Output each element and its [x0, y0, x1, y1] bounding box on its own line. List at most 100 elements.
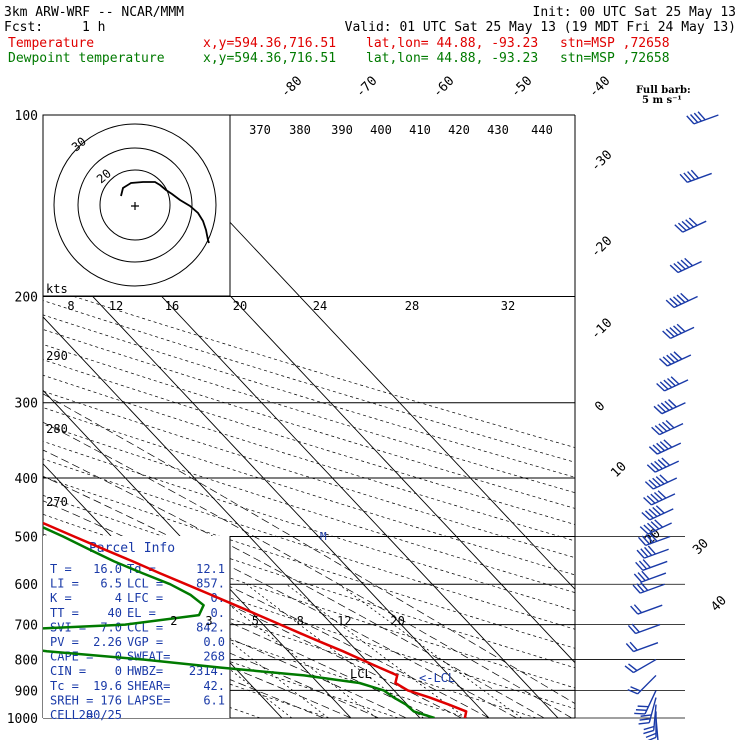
- wind-barb-flag: [638, 560, 648, 570]
- wind-barb-flag: [645, 534, 654, 544]
- isentrope-label: 390: [331, 123, 353, 137]
- wind-barb: [646, 457, 680, 473]
- wind-barb: [662, 323, 695, 339]
- parcel-key: EL =: [127, 606, 156, 620]
- wind-barb-flag: [633, 573, 642, 583]
- dry-adiabat-line: [43, 595, 399, 718]
- wind-barb-flag: [652, 477, 661, 487]
- isotherm-label: 30: [690, 536, 712, 558]
- valid-time: Valid: 01 UTC Sat 25 May 13 (19 MDT Fri …: [345, 20, 736, 35]
- dry-adiabat-line: [43, 494, 575, 669]
- lcl-label: LCL: [350, 667, 372, 681]
- wind-barb-flag: [650, 521, 660, 530]
- wind-barb-shaft: [647, 522, 672, 535]
- parcel-key: TT =: [50, 606, 79, 620]
- parcel-key: SREH =: [50, 693, 93, 707]
- wind-barb-flag: [669, 352, 679, 362]
- parcel-value: 19.6: [93, 679, 122, 693]
- profile-layer: [43, 521, 468, 718]
- wind-barb-flag: [666, 354, 676, 364]
- wind-barb-flag: [648, 446, 658, 455]
- wind-barb-flag: [690, 114, 699, 123]
- wind-barb-flag: [676, 323, 686, 333]
- wind-barb-flag: [664, 400, 674, 410]
- parcel-value: 42.: [203, 679, 225, 693]
- legend-dewpoint-latlon: lat,lon= 44.88, -93.23: [366, 51, 538, 66]
- wind-barb-flag: [655, 505, 665, 514]
- legend-temperature-latlon: lat,lon= 44.88, -93.23: [366, 36, 538, 51]
- wind-barb-flag: [686, 115, 695, 125]
- wind-barb-flag: [677, 222, 687, 231]
- parcel-value: 268: [203, 650, 225, 664]
- parcel-key: T =: [50, 562, 72, 576]
- wind-barb-flag: [690, 169, 700, 179]
- wind-barb-flag: [641, 535, 650, 545]
- wind-barb-shaft: [645, 535, 671, 547]
- annotations: LCL <-LCL M: [320, 530, 455, 685]
- wind-barb: [624, 658, 657, 674]
- wind-barb-flag: [676, 261, 686, 270]
- hodograph-tick-label: 8: [67, 299, 74, 313]
- isentrope-label: 280: [46, 422, 68, 436]
- wind-barb-flag: [630, 686, 641, 692]
- moist-adiabat-line: [43, 393, 575, 704]
- wind-barb-shaft: [642, 560, 668, 571]
- wind-barb-flag: [668, 399, 677, 408]
- wind-barb: [641, 505, 674, 521]
- wind-barb-flag: [650, 493, 660, 503]
- legend-dewpoint-stn: stn=MSP ,72658: [560, 51, 670, 66]
- temperature-trace: [43, 521, 468, 718]
- wind-barb-flag: [650, 462, 660, 471]
- dry-adiabat-line: [43, 300, 575, 463]
- wind-barb: [639, 519, 672, 535]
- wind-barb-flag: [670, 376, 680, 385]
- wind-barb-flag: [637, 705, 649, 708]
- isotherm-label: 0: [592, 399, 608, 415]
- pressure-label: 400: [15, 472, 38, 487]
- parcel-key: Td =: [127, 562, 156, 576]
- wind-barb: [625, 641, 659, 653]
- moist-adiabat-line: [43, 542, 434, 718]
- wind-barb: [643, 490, 676, 506]
- fcst-label: Fcst:: [4, 20, 43, 35]
- wind-barb-flag: [643, 729, 654, 735]
- wind-barb-shaft: [643, 548, 669, 559]
- wind-barb: [630, 604, 663, 615]
- hodograph-kts-label: kts: [46, 282, 68, 296]
- wind-barb-flag: [665, 328, 675, 338]
- parcel-value: 7.0: [100, 620, 122, 634]
- wind-barb-flag: [641, 511, 651, 521]
- wind-barb: [656, 376, 689, 392]
- wind-barb-flag: [633, 604, 643, 614]
- hodograph-tick-label: 28: [405, 299, 419, 313]
- wind-barb-flag: [687, 171, 696, 181]
- wind-barb-flag: [673, 325, 682, 334]
- parcel-key: K =: [50, 591, 72, 605]
- isentrope-label: 290: [46, 349, 68, 363]
- wind-barb-shaft: [677, 260, 702, 274]
- parcel-value: 0.: [211, 606, 225, 620]
- mixing-ratio-label: 5: [252, 614, 259, 628]
- dry-adiabat-line: [43, 423, 575, 593]
- wind-barb: [636, 545, 669, 559]
- wind-barb-flag: [660, 402, 670, 411]
- wind-key-line2: 5 m s⁻¹: [642, 95, 682, 106]
- isentrope-label: 410: [409, 123, 431, 137]
- hodograph-tick-label: 16: [165, 299, 179, 313]
- isentrope-label: 270: [46, 495, 68, 509]
- wind-barb-shaft: [670, 326, 695, 339]
- parcel-key: Tc =: [50, 679, 79, 693]
- wind-barb-flag: [656, 383, 665, 392]
- wind-barb-flag: [653, 405, 663, 415]
- legend-dewpoint-xy: x,y=594.36,716.51: [203, 51, 336, 66]
- wind-barb: [638, 697, 657, 725]
- wind-barb-shaft: [652, 477, 678, 490]
- wind-barb-flag: [639, 526, 649, 535]
- mixing-ratio-label: 2: [170, 614, 177, 628]
- parcel-key: VGP =: [127, 635, 163, 649]
- parcel-key: SHEAR=: [127, 679, 170, 693]
- wind-barb: [674, 217, 707, 233]
- moist-adiabat-line: [43, 475, 517, 718]
- wind-barb-shaft: [661, 402, 686, 415]
- wind-barb-flag: [679, 173, 688, 183]
